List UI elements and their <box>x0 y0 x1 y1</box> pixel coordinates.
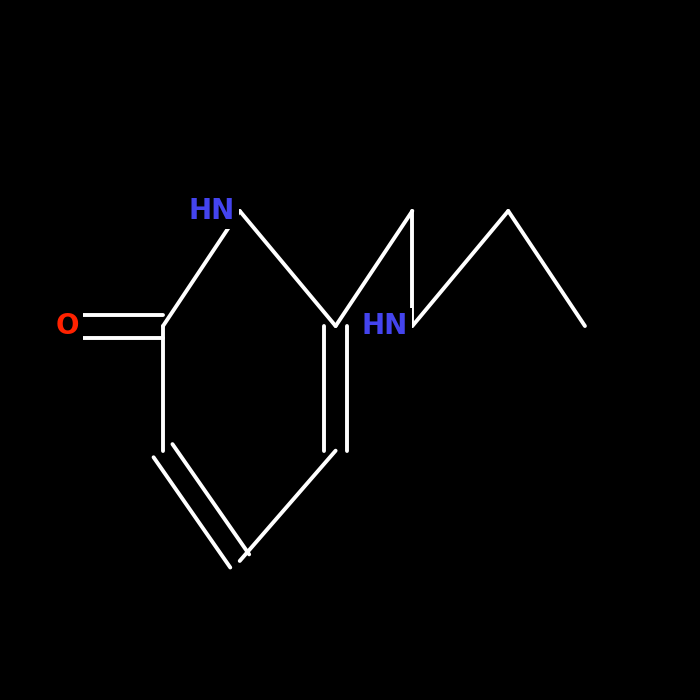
Text: O: O <box>55 312 79 340</box>
Text: HN: HN <box>189 197 235 225</box>
Text: HN: HN <box>361 312 407 340</box>
